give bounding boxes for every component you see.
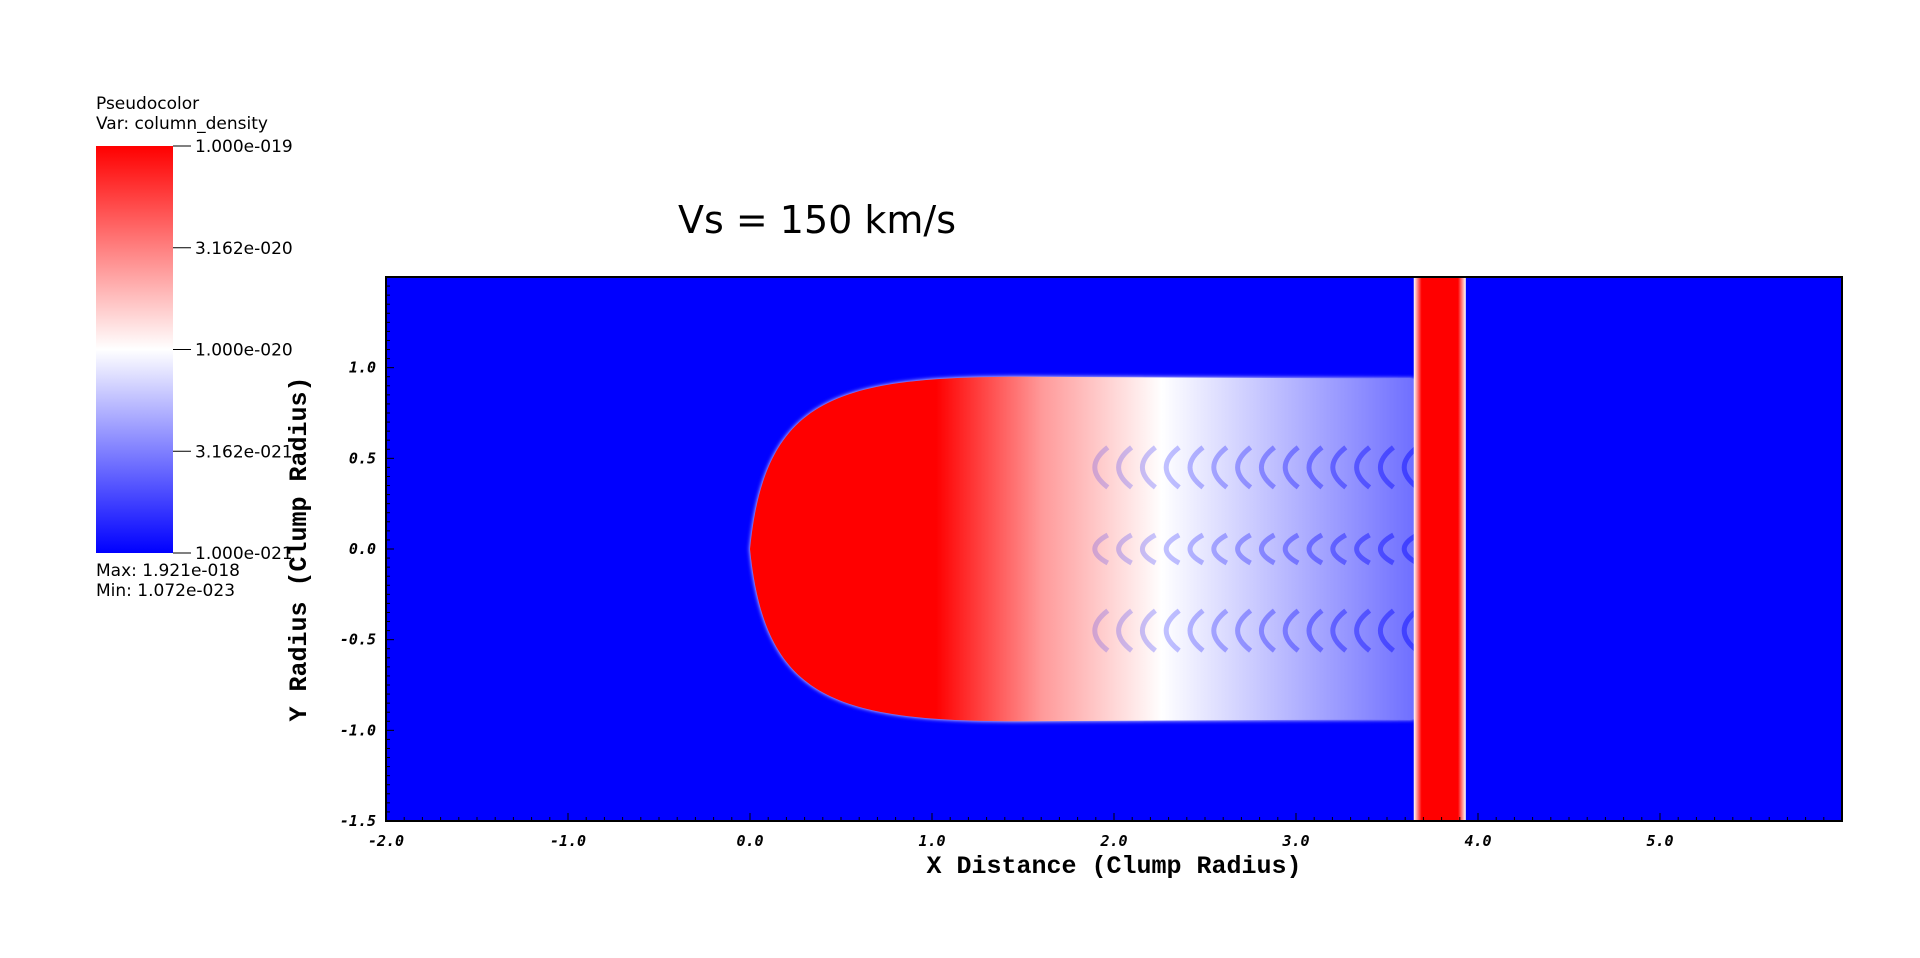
density-band [1306,445,1324,490]
density-band [1092,608,1110,653]
y-tick-label: -1.0 [340,721,376,739]
colorbar-tick-label: 3.162e-021 [195,442,293,462]
density-band [1139,608,1157,653]
density-band [1235,445,1253,490]
x-tick-label: 1.0 [918,832,945,850]
density-band [1139,532,1157,566]
density-band [1282,445,1300,490]
x-axis: -2.0 -1.0 0.0 1.0 2.0 3.0 4.0 5.0 [368,813,1843,850]
density-band [1354,532,1371,566]
shock-band [1413,277,1466,821]
x-tick-label: -1.0 [550,832,586,850]
x-tick-label: 0.0 [736,832,763,850]
colorbar-ticks: 1.000e-019 3.162e-020 1.000e-020 3.162e-021… [173,137,293,564]
y-tick-label: 0.5 [349,449,376,467]
density-band [1139,445,1157,490]
density-band [1116,445,1134,490]
colorbar-tick-label: 1.000e-021 [195,544,293,564]
density-band [1116,532,1133,566]
density-band [1258,532,1276,566]
legend-min: Min: 1.072e-023 [96,581,236,601]
clump-region [750,376,1419,722]
legend-max: Max: 1.921e-018 [96,561,240,581]
density-band [1211,608,1229,653]
legend-variable: Var: column_density [96,114,268,134]
density-band [1330,532,1348,566]
y-axis-label: Y Radius (Clump Radius) [285,376,314,721]
density-band [1401,608,1419,653]
density-band [1092,532,1110,566]
shock-band-rect [1413,277,1466,821]
density-band [1354,608,1372,653]
density-band [1092,445,1110,490]
y-tick-label: 0.0 [349,540,376,558]
density-band [1235,608,1253,653]
density-band [1377,532,1395,566]
heatmap-field [386,277,1842,821]
density-band [1258,445,1276,490]
colorbar-tick-label: 3.162e-020 [195,239,293,259]
clump-body [750,376,1415,722]
colorbar-tick-label: 1.000e-020 [195,341,293,361]
density-band [1306,608,1324,653]
legend-title: Pseudocolor [96,94,200,114]
y-tick-label: -0.5 [340,631,376,649]
x-tick-label: 2.0 [1099,832,1127,850]
density-band [1187,608,1205,653]
x-tick-label: 5.0 [1646,832,1673,850]
density-band [1330,445,1348,490]
x-tick-label: 4.0 [1464,832,1491,850]
x-tick-label: 3.0 [1281,832,1309,850]
density-band [1377,608,1395,653]
y-tick-label: -1.5 [340,812,376,830]
density-band [1330,608,1348,653]
density-band [1282,532,1300,566]
density-band [1187,445,1205,490]
plot-title: Vs = 150 km/s [678,198,957,242]
density-band [1401,532,1419,566]
density-band [1282,608,1300,653]
x-tick-label: -2.0 [368,832,404,850]
density-band [1211,445,1229,490]
density-band [1163,532,1181,566]
density-band [1401,445,1419,490]
colorbar [96,146,173,553]
density-band [1116,608,1134,653]
y-axis: -1.5 -1.0 -0.5 0.0 0.5 1.0 [340,276,394,830]
density-band [1306,532,1324,566]
density-band [1163,445,1181,490]
density-band [1354,445,1372,490]
x-axis-label: X Distance (Clump Radius) [926,852,1301,881]
density-band [1235,532,1252,566]
density-band [1187,532,1205,566]
density-band [1163,608,1181,653]
density-band [1211,532,1229,566]
density-band [1258,608,1276,653]
density-band [1377,445,1395,490]
y-tick-label: 1.0 [349,359,376,377]
colorbar-tick-label: 1.000e-019 [195,137,293,157]
